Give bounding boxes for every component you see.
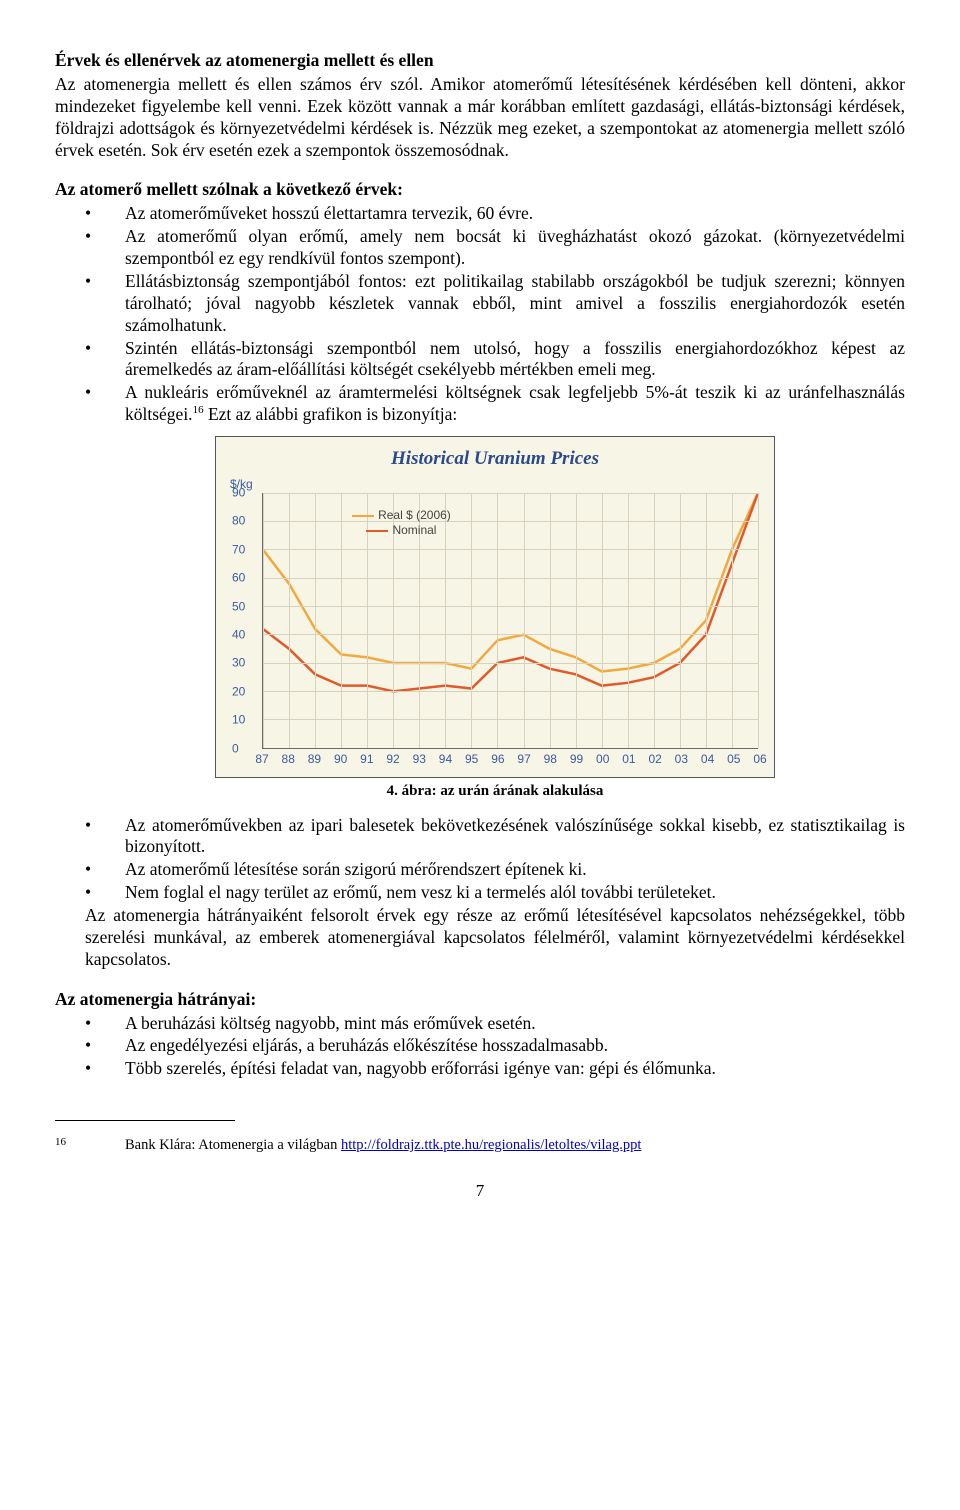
cons-list: A beruházási költség nagyobb, mint más e… — [55, 1013, 905, 1081]
pros-heading: Az atomerő mellett szólnak a következő é… — [55, 179, 905, 201]
page-title: Érvek és ellenérvek az atomenergia melle… — [55, 50, 434, 70]
chart-legend: Real $ (2006)Nominal — [352, 508, 451, 538]
footnote: 16Bank Klára: Atomenergia a világban htt… — [55, 1136, 905, 1154]
xtick-label: 02 — [648, 752, 661, 767]
chart-series — [263, 493, 758, 691]
xtick-label: 87 — [255, 752, 268, 767]
chart-container: Historical Uranium Prices $/kg Real $ (2… — [55, 436, 905, 778]
chart-caption: 4. ábra: az urán árának alakulása — [55, 782, 905, 801]
list-item: Nem foglal el nagy terület az erőmű, nem… — [55, 882, 905, 904]
list-item: Szintén ellátás-biztonsági szempontból n… — [55, 338, 905, 382]
list-item: Az atomerőműveket hosszú élettartamra te… — [55, 203, 905, 225]
list-item: A nukleáris erőműveknél az áramtermelési… — [55, 382, 905, 426]
page-number: 7 — [55, 1180, 905, 1201]
xtick-label: 94 — [439, 752, 452, 767]
footnote-ref: 16 — [193, 404, 204, 416]
footnote-separator — [55, 1120, 235, 1121]
ytick-label: 50 — [232, 599, 245, 614]
footnote-text: Bank Klára: Atomenergia a világban — [125, 1137, 341, 1153]
ytick-label: 20 — [232, 684, 245, 699]
xtick-label: 91 — [360, 752, 373, 767]
chart-title: Historical Uranium Prices — [226, 447, 764, 471]
xtick-label: 88 — [282, 752, 295, 767]
ytick-label: 40 — [232, 627, 245, 642]
ytick-label: 60 — [232, 571, 245, 586]
list-item: Az atomerőművekben az ipari balesetek be… — [55, 815, 905, 859]
xtick-label: 93 — [413, 752, 426, 767]
xtick-label: 01 — [622, 752, 635, 767]
mid-paragraph: Az atomenergia hátrányaiként felsorolt é… — [55, 905, 905, 971]
chart-series — [263, 493, 758, 672]
xtick-label: 00 — [596, 752, 609, 767]
ytick-label: 70 — [232, 542, 245, 557]
cons-heading: Az atomenergia hátrányai: — [55, 989, 905, 1011]
xtick-label: 97 — [517, 752, 530, 767]
pros-list: Az atomerőműveket hosszú élettartamra te… — [55, 203, 905, 426]
ytick-label: 80 — [232, 514, 245, 529]
ytick-label: 30 — [232, 656, 245, 671]
ytick-label: 10 — [232, 713, 245, 728]
ytick-label: 90 — [232, 485, 245, 500]
list-item: Több szerelés, építési feladat van, nagy… — [55, 1058, 905, 1080]
xtick-label: 03 — [675, 752, 688, 767]
xtick-label: 06 — [753, 752, 766, 767]
xtick-label: 04 — [701, 752, 714, 767]
footnote-number: 16 — [55, 1136, 125, 1150]
xtick-label: 96 — [491, 752, 504, 767]
list-item: Ellátásbiztonság szempontjából fontos: e… — [55, 271, 905, 337]
list-item: Az engedélyezési eljárás, a beruházás el… — [55, 1035, 905, 1057]
xtick-label: 90 — [334, 752, 347, 767]
intro-paragraph: Az atomenergia mellett és ellen számos é… — [55, 74, 905, 162]
xtick-label: 99 — [570, 752, 583, 767]
list-item: A beruházási költség nagyobb, mint más e… — [55, 1013, 905, 1035]
xtick-label: 95 — [465, 752, 478, 767]
xtick-label: 05 — [727, 752, 740, 767]
ytick-label: 0 — [232, 741, 239, 756]
list-item: Az atomerőmű olyan erőmű, amely nem bocs… — [55, 226, 905, 270]
mid-list: Az atomerőművekben az ipari balesetek be… — [55, 815, 905, 905]
footnote-link[interactable]: http://foldrajz.ttk.pte.hu/regionalis/le… — [341, 1137, 641, 1153]
xtick-label: 89 — [308, 752, 321, 767]
list-item: Az atomerőmű létesítése során szigorú mé… — [55, 859, 905, 881]
xtick-label: 98 — [544, 752, 557, 767]
xtick-label: 92 — [386, 752, 399, 767]
